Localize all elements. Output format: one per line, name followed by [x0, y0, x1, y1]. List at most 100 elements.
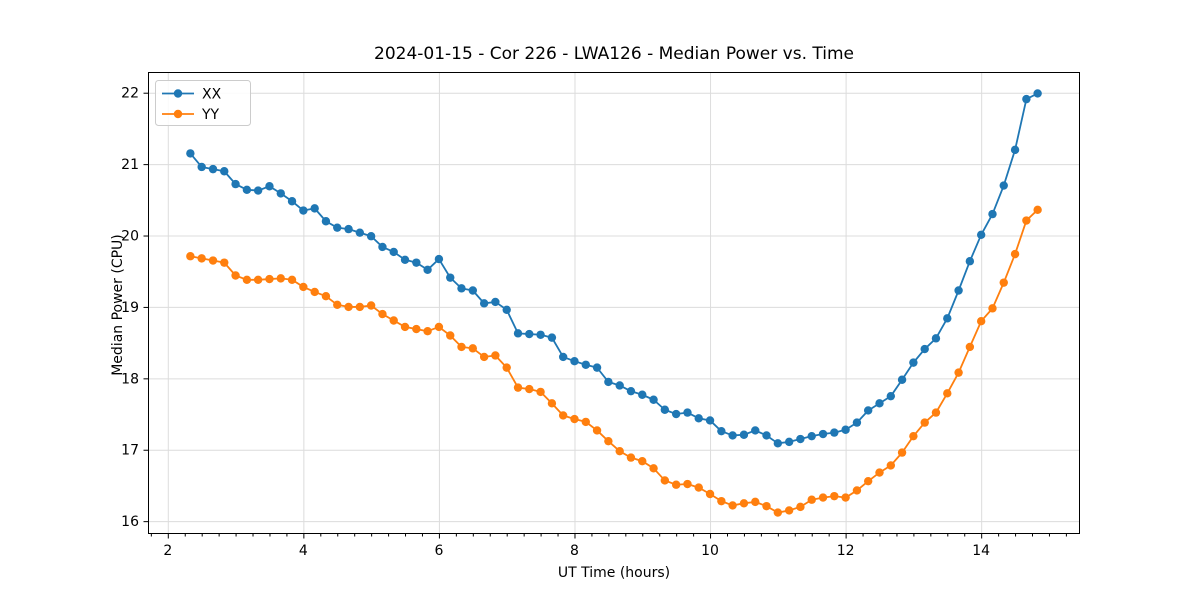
- data-point: [830, 491, 839, 501]
- data-point: [310, 287, 319, 297]
- y-tick-label: 22: [121, 86, 139, 102]
- y-tick-label: 16: [121, 514, 139, 530]
- data-point: [705, 416, 715, 425]
- data-point: [253, 275, 263, 284]
- data-point: [547, 333, 557, 342]
- data-point: [615, 381, 624, 390]
- data-point: [186, 252, 195, 261]
- x-tick-label: 10: [701, 543, 719, 559]
- data-point: [502, 363, 511, 372]
- data-point: [581, 417, 591, 427]
- data-point: [502, 305, 511, 314]
- data-point: [694, 414, 703, 423]
- data-point: [366, 232, 376, 241]
- series-xx-points: [186, 89, 1042, 448]
- x-tick-label: 14: [972, 543, 990, 559]
- data-point: [909, 431, 918, 441]
- y-axis-label: Median Power (CPU): [110, 234, 126, 376]
- data-point: [1010, 249, 1020, 259]
- data-point: [604, 436, 613, 446]
- data-point: [253, 186, 263, 195]
- axes-spines: [148, 72, 1080, 534]
- data-point: [897, 375, 907, 384]
- legend-marker: [173, 109, 183, 119]
- series-xx-line: [189, 92, 1039, 445]
- data-point: [276, 274, 285, 283]
- data-point: [197, 162, 206, 172]
- data-point: [446, 331, 455, 340]
- data-point: [333, 300, 342, 309]
- data-point: [197, 254, 206, 263]
- data-point: [525, 384, 534, 394]
- data-point: [468, 344, 478, 353]
- data-point: [491, 351, 500, 360]
- data-point: [863, 406, 873, 415]
- legend: XX YY: [155, 80, 251, 126]
- data-point: [1010, 145, 1020, 155]
- data-point: [852, 486, 862, 495]
- data-point: [965, 342, 975, 352]
- data-point: [1033, 205, 1042, 215]
- data-point: [705, 489, 715, 499]
- data-point: [479, 352, 489, 362]
- data-point: [231, 271, 240, 280]
- data-point: [773, 508, 783, 517]
- data-point: [446, 273, 455, 282]
- data-point: [186, 149, 195, 158]
- data-point: [976, 317, 986, 326]
- data-point: [638, 456, 647, 466]
- data-point: [841, 425, 850, 434]
- data-point: [287, 275, 297, 284]
- data-point: [649, 464, 658, 473]
- data-point: [434, 254, 444, 264]
- data-point: [344, 224, 353, 234]
- series-yy-points: [186, 205, 1042, 517]
- data-point: [671, 409, 681, 419]
- data-point: [897, 448, 907, 457]
- data-point: [536, 387, 545, 397]
- data-point: [728, 431, 737, 440]
- data-point: [875, 399, 884, 408]
- data-point: [547, 399, 557, 408]
- data-point: [513, 329, 523, 338]
- data-point: [739, 430, 749, 439]
- data-point: [649, 395, 658, 404]
- data-point: [604, 377, 613, 387]
- data-point: [626, 453, 636, 462]
- x-tick-label: 4: [299, 543, 308, 559]
- data-point: [242, 185, 252, 195]
- data-point: [333, 223, 342, 232]
- data-point: [796, 434, 805, 444]
- data-point: [1022, 94, 1031, 104]
- data-point: [220, 167, 229, 176]
- x-tick-label: 12: [837, 543, 855, 559]
- data-point: [660, 476, 670, 485]
- legend-marker: [173, 89, 183, 98]
- data-point: [231, 179, 240, 189]
- data-point: [287, 197, 297, 206]
- data-point: [592, 363, 602, 372]
- legend-label: YY: [201, 107, 220, 123]
- y-tick-label: 19: [121, 300, 139, 316]
- data-point: [1033, 89, 1042, 98]
- data-point: [671, 480, 681, 489]
- data-point: [400, 255, 410, 264]
- data-point: [807, 495, 816, 504]
- data-point: [208, 256, 218, 265]
- data-point: [773, 439, 783, 448]
- data-point: [999, 181, 1008, 190]
- data-point: [976, 230, 986, 240]
- data-point: [570, 414, 579, 424]
- x-tick-label: 8: [570, 543, 579, 559]
- data-point: [988, 304, 997, 313]
- data-point: [886, 461, 896, 470]
- data-point: [818, 429, 828, 439]
- data-point: [321, 292, 331, 301]
- data-point: [717, 426, 726, 436]
- data-point: [434, 322, 444, 332]
- data-point: [852, 418, 862, 427]
- grid: [148, 72, 1080, 534]
- data-point: [875, 468, 884, 477]
